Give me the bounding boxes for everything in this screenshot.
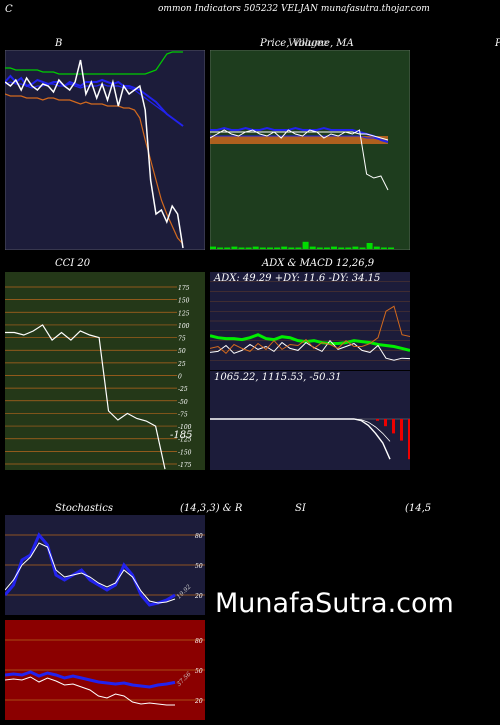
stoch-tick-label: 50 bbox=[195, 563, 203, 570]
price-chart bbox=[210, 50, 410, 250]
volume-bar bbox=[295, 247, 302, 249]
volume-bar bbox=[359, 247, 366, 249]
macd-histogram-bar bbox=[384, 419, 387, 427]
volume-bar bbox=[210, 246, 216, 249]
price-line-3 bbox=[210, 129, 389, 191]
volume-bar bbox=[281, 246, 288, 249]
bollinger-bg bbox=[5, 50, 205, 250]
volume-bar bbox=[252, 246, 259, 249]
cci-line bbox=[5, 324, 166, 470]
volume-bar bbox=[231, 246, 238, 249]
cci-tick-label: -75 bbox=[178, 411, 188, 418]
cci-tick-label: 150 bbox=[178, 298, 190, 305]
header-letter: C bbox=[5, 4, 13, 15]
macd-bg bbox=[210, 371, 410, 470]
volume-bar bbox=[245, 247, 252, 249]
cci-bg bbox=[5, 272, 205, 470]
cci-tick-label: 50 bbox=[178, 348, 186, 355]
volume-bar bbox=[288, 247, 295, 249]
cci-tick-label: -100 bbox=[178, 424, 192, 431]
bollinger-line-0 bbox=[5, 74, 184, 127]
cci-tick-label: 175 bbox=[178, 285, 190, 292]
stoch-line-signal bbox=[5, 542, 176, 604]
volume-bar bbox=[366, 243, 373, 249]
volume-bar bbox=[238, 247, 245, 249]
header-title: ommon Indicators 505232 VELJAN munafasut… bbox=[158, 4, 430, 14]
stoch-tick-label: 20 bbox=[194, 593, 203, 600]
price-edge-label: P bbox=[495, 38, 500, 49]
bollinger-label: B bbox=[55, 38, 63, 49]
volume-bar bbox=[217, 247, 224, 249]
rsi-tick-label: 50 bbox=[195, 668, 203, 675]
bollinger-line-2 bbox=[5, 93, 184, 245]
price-bg bbox=[210, 50, 410, 250]
volume-bar bbox=[316, 247, 323, 249]
cci-tick-label: 75 bbox=[178, 336, 186, 343]
volume-bar bbox=[302, 241, 309, 249]
watermark: MunafaSutra.com bbox=[215, 588, 454, 619]
cci-tick-label: -50 bbox=[178, 399, 188, 406]
price-line-2 bbox=[210, 135, 389, 143]
cci-tick-label: 0 bbox=[178, 374, 182, 381]
volume-bar bbox=[331, 246, 337, 249]
rsi-params: (14,5 bbox=[405, 503, 432, 514]
bollinger-line-1 bbox=[5, 81, 184, 127]
rsi-tick-label: 80 bbox=[195, 638, 203, 645]
bollinger-line-4 bbox=[5, 59, 184, 249]
cci-tick-label: 100 bbox=[178, 323, 190, 330]
price-label: Price, Volume, MA bbox=[260, 38, 354, 49]
volume-bar bbox=[323, 247, 330, 249]
cci-label: CCI 20 bbox=[55, 258, 91, 269]
volume-bar bbox=[267, 247, 273, 249]
bollinger-line-3 bbox=[5, 51, 183, 75]
macd-chart bbox=[210, 371, 410, 470]
adx-chart bbox=[210, 272, 410, 370]
cci-tick-label: 25 bbox=[177, 361, 186, 368]
adx-readout: ADX: 49.29 +DY: 11.6 -DY: 34.15 bbox=[214, 273, 381, 284]
cci-tick-label: -150 bbox=[178, 449, 192, 456]
rsi-line-signal bbox=[5, 676, 175, 706]
minus-dy-line bbox=[210, 305, 410, 354]
volume-bar bbox=[259, 247, 266, 249]
cci-tick-label: 125 bbox=[178, 310, 190, 317]
rsi-line-main bbox=[5, 670, 176, 689]
volume-bar bbox=[352, 246, 359, 249]
volume-bar bbox=[345, 247, 352, 249]
price-overlay-label: Villagez bbox=[288, 38, 329, 49]
bollinger-chart bbox=[5, 50, 205, 250]
cci-chart: 175 150 125 100 75 50 25 0 -25 -50 -75 -100 -125 -150… bbox=[5, 272, 205, 470]
macd-readout: 1065.22, 1115.53, -50.31 bbox=[214, 372, 342, 383]
adx-line bbox=[210, 333, 410, 352]
macd-histogram-bar bbox=[376, 419, 379, 421]
volume-bar bbox=[274, 247, 281, 249]
cci-tick-label: -25 bbox=[178, 386, 188, 393]
volume-bar bbox=[380, 247, 387, 249]
cci-last-value: -185 bbox=[170, 430, 193, 441]
price-line-1 bbox=[210, 131, 389, 141]
volume-bar bbox=[338, 247, 345, 249]
cci-tick-label: -175 bbox=[178, 462, 192, 469]
adx-label: ADX & MACD 12,26,9 bbox=[262, 258, 375, 269]
macd-histogram-bar bbox=[400, 419, 403, 441]
stoch-label: Stochastics bbox=[55, 503, 113, 514]
volume-bar bbox=[388, 247, 394, 249]
volume-bar bbox=[309, 246, 316, 249]
price-ma-band bbox=[210, 136, 388, 144]
macd-histogram-bar bbox=[392, 419, 395, 434]
rsi-label: SI bbox=[295, 503, 306, 514]
volume-bar bbox=[224, 247, 231, 249]
stoch-tick-label: 80 bbox=[195, 533, 203, 540]
cci-tick-label: -125 bbox=[178, 437, 192, 444]
stoch-params: (14,3,3) & R bbox=[180, 503, 243, 514]
rsi-tick-label: 20 bbox=[194, 698, 203, 705]
volume-bar bbox=[373, 246, 380, 249]
macd-signal-line bbox=[210, 418, 391, 442]
stoch-line-main bbox=[5, 532, 176, 607]
macd-histogram-bar bbox=[408, 419, 410, 460]
price-line-0 bbox=[210, 126, 389, 143]
